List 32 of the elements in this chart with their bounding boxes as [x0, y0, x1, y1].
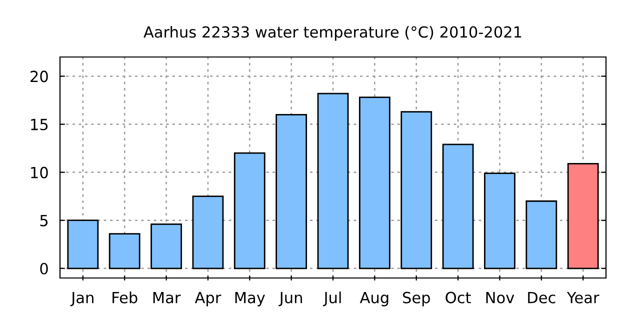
x-tick-label: Feb	[112, 292, 138, 304]
chart-title: Aarhus 22333 water temperature (°C) 2010-2021	[144, 26, 522, 41]
x-tick-label: Jul	[322, 292, 341, 306]
y-tick-label: 15	[31, 118, 48, 130]
x-tick-label: Year	[566, 292, 600, 304]
x-tick-label: Nov	[486, 292, 514, 304]
y-tick-label: 10	[31, 166, 48, 178]
bar	[400, 111, 432, 270]
bar	[108, 233, 140, 270]
x-tick-label: May	[235, 292, 265, 306]
x-tick-label: Dec	[528, 292, 556, 304]
bar	[276, 114, 308, 270]
y-tick-label: 5	[40, 215, 48, 226]
x-tick-label: Jan	[70, 292, 94, 306]
x-tick-label: Jun	[278, 292, 302, 306]
bar	[567, 162, 599, 270]
y-tick-label: 20	[30, 70, 48, 82]
x-tick-label: Sep	[402, 292, 430, 306]
x-tick-label: Mar	[153, 292, 181, 304]
bar	[234, 152, 266, 270]
x-tick-label: Apr	[194, 292, 222, 306]
x-tick-label: Aug	[360, 292, 388, 306]
bar	[317, 92, 349, 270]
bar	[192, 196, 224, 270]
bar	[150, 223, 182, 270]
bar	[484, 172, 516, 270]
y-tick-label: 0	[40, 262, 48, 274]
bar	[442, 144, 474, 270]
x-tick-label: Oct	[446, 292, 471, 304]
bar	[526, 200, 558, 270]
bar	[67, 220, 99, 270]
bar	[358, 96, 390, 270]
